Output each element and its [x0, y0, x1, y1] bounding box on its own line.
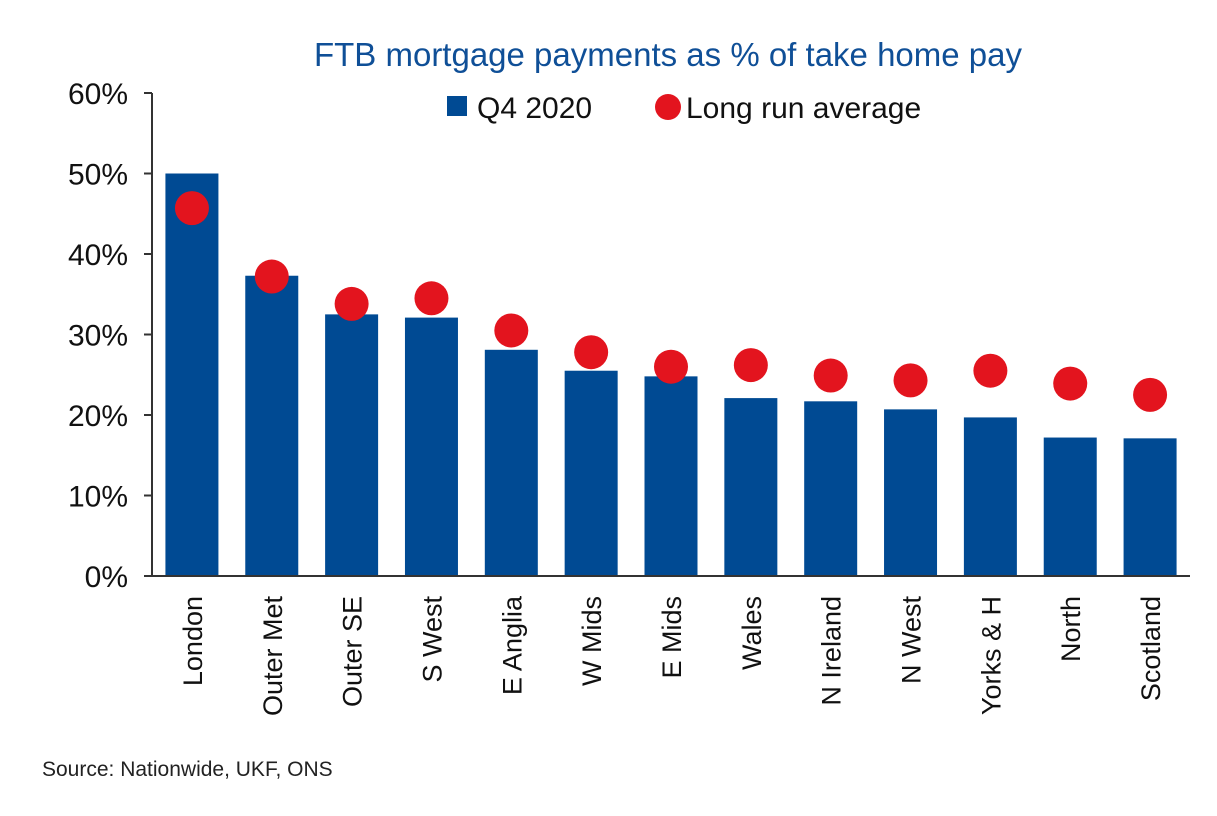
y-tick-label: 10%: [68, 481, 128, 514]
bar: [724, 398, 778, 576]
bar: [644, 376, 698, 576]
bar: [325, 314, 379, 576]
bar-series: [165, 173, 1177, 576]
legend: Q4 2020 Long run average: [447, 92, 921, 125]
average-marker: [414, 281, 449, 316]
x-tick-label: Yorks & H: [976, 596, 1006, 715]
marker-series: [174, 191, 1168, 412]
x-tick-label: W Mids: [577, 596, 607, 686]
average-marker: [1133, 377, 1168, 412]
average-marker: [973, 353, 1008, 388]
x-axis: London Outer Met Outer SE S West E Anglia W M…: [152, 575, 1190, 717]
average-marker: [733, 348, 768, 383]
bar: [804, 401, 858, 576]
legend-label-marker: Long run average: [686, 92, 921, 125]
average-marker: [174, 191, 209, 226]
bar: [1043, 437, 1097, 576]
y-tick-label: 40%: [68, 239, 128, 272]
source-note: Source: Nationwide, UKF, ONS: [42, 758, 333, 781]
x-tick-label: E Mids: [657, 596, 687, 679]
chart-title: FTB mortgage payments as % of take home …: [314, 36, 1023, 73]
x-tick-label: E Anglia: [497, 595, 527, 695]
y-axis: 0% 10% 20% 30% 40% 50% 60%: [68, 78, 153, 594]
x-tick-label: S West: [417, 596, 447, 683]
average-marker: [254, 259, 289, 294]
y-tick-label: 60%: [68, 78, 128, 111]
x-tick-label: Outer Met: [258, 596, 288, 717]
bar: [165, 173, 219, 576]
x-tick-label: N West: [897, 596, 927, 685]
average-marker: [1053, 366, 1088, 401]
average-marker: [574, 335, 609, 370]
x-tick-label: London: [178, 596, 208, 686]
y-tick-label: 30%: [68, 320, 128, 353]
legend-label-bar: Q4 2020: [477, 92, 592, 125]
average-marker: [813, 358, 848, 393]
bar: [484, 349, 538, 576]
x-tick-label: Scotland: [1136, 596, 1166, 701]
average-marker: [494, 313, 529, 348]
bar: [884, 409, 938, 576]
x-tick-label: Wales: [737, 596, 767, 670]
legend-swatch-marker: [655, 94, 681, 120]
y-tick-label: 50%: [68, 159, 128, 192]
y-tick-label: 0%: [85, 561, 128, 594]
bar: [963, 417, 1017, 576]
x-tick-label: Outer SE: [338, 596, 368, 707]
legend-swatch-bar: [447, 96, 467, 116]
x-tick-label: N Ireland: [817, 596, 847, 706]
bar: [245, 275, 299, 576]
y-tick-label: 20%: [68, 400, 128, 433]
average-marker: [334, 286, 369, 321]
bar: [404, 317, 458, 576]
average-marker: [654, 349, 688, 384]
x-tick-label: North: [1056, 596, 1086, 662]
bar: [1123, 438, 1177, 576]
average-marker: [893, 363, 928, 398]
bar: [564, 370, 618, 576]
